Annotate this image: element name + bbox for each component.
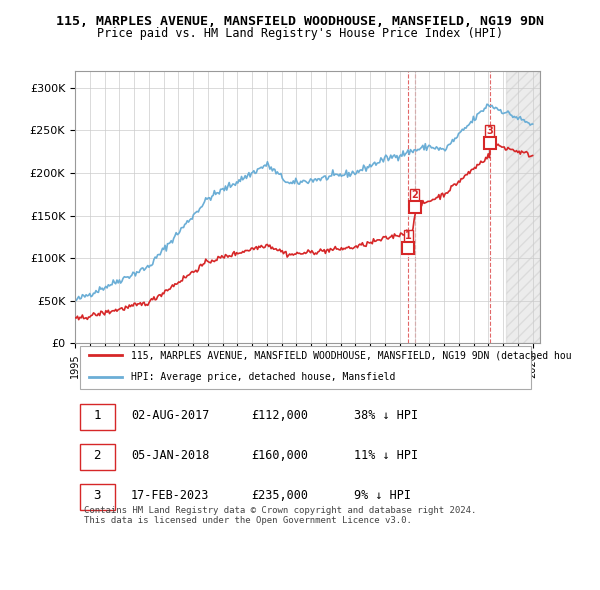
Text: 38% ↓ HPI: 38% ↓ HPI — [354, 409, 418, 422]
Text: £160,000: £160,000 — [252, 450, 309, 463]
FancyBboxPatch shape — [80, 484, 115, 510]
Text: 115, MARPLES AVENUE, MANSFIELD WOODHOUSE, MANSFIELD, NG19 9DN (detached hou: 115, MARPLES AVENUE, MANSFIELD WOODHOUSE… — [131, 350, 571, 360]
Text: 2: 2 — [93, 450, 101, 463]
Text: £235,000: £235,000 — [252, 489, 309, 502]
Text: Price paid vs. HM Land Registry's House Price Index (HPI): Price paid vs. HM Land Registry's House … — [97, 27, 503, 40]
Text: 05-JAN-2018: 05-JAN-2018 — [131, 450, 209, 463]
Text: 11% ↓ HPI: 11% ↓ HPI — [354, 450, 418, 463]
Text: HPI: Average price, detached house, Mansfield: HPI: Average price, detached house, Mans… — [131, 372, 395, 382]
Text: 3: 3 — [486, 126, 493, 136]
Text: 1: 1 — [93, 409, 101, 422]
Text: 3: 3 — [93, 489, 101, 502]
Text: 02-AUG-2017: 02-AUG-2017 — [131, 409, 209, 422]
Text: 1: 1 — [405, 231, 412, 241]
FancyBboxPatch shape — [80, 444, 115, 470]
Text: 115, MARPLES AVENUE, MANSFIELD WOODHOUSE, MANSFIELD, NG19 9DN: 115, MARPLES AVENUE, MANSFIELD WOODHOUSE… — [56, 15, 544, 28]
Bar — [506, 71, 540, 343]
Text: 9% ↓ HPI: 9% ↓ HPI — [354, 489, 411, 502]
Text: £112,000: £112,000 — [252, 409, 309, 422]
FancyBboxPatch shape — [80, 346, 531, 389]
Text: 2: 2 — [411, 191, 418, 200]
Text: Contains HM Land Registry data © Crown copyright and database right 2024.
This d: Contains HM Land Registry data © Crown c… — [84, 506, 476, 525]
Text: 17-FEB-2023: 17-FEB-2023 — [131, 489, 209, 502]
FancyBboxPatch shape — [80, 404, 115, 431]
